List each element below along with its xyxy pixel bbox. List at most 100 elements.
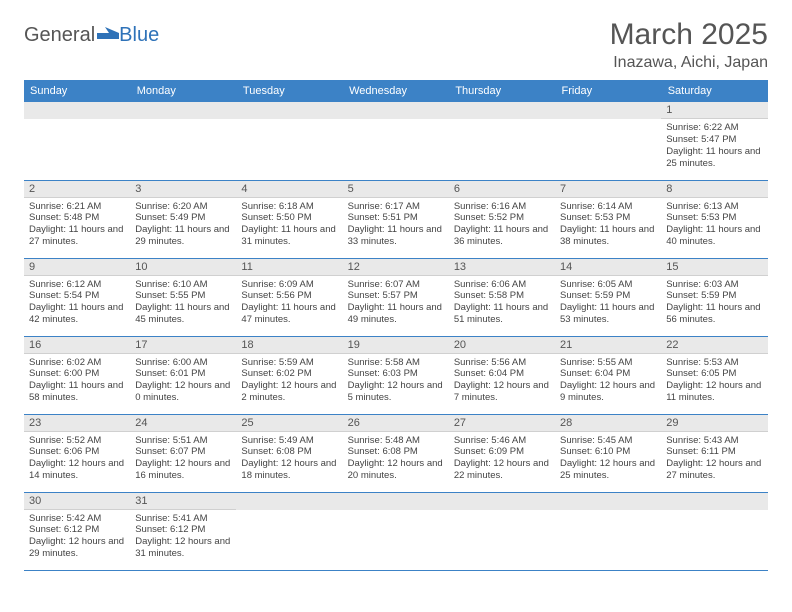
day-cell: 3Sunrise: 6:20 AMSunset: 5:49 PMDaylight… [130, 180, 236, 258]
day-details: Sunrise: 6:22 AMSunset: 5:47 PMDaylight:… [661, 119, 767, 174]
col-monday: Monday [130, 80, 236, 102]
col-saturday: Saturday [661, 80, 767, 102]
sunrise-text: Sunrise: 5:58 AM [348, 357, 444, 369]
sunrise-text: Sunrise: 5:41 AM [135, 513, 231, 525]
day-number: 2 [24, 181, 130, 198]
day-details: Sunrise: 5:42 AMSunset: 6:12 PMDaylight:… [24, 510, 130, 565]
day-number: 26 [343, 415, 449, 432]
day-number: 19 [343, 337, 449, 354]
calendar-table: Sunday Monday Tuesday Wednesday Thursday… [24, 80, 768, 571]
day-cell: 12Sunrise: 6:07 AMSunset: 5:57 PMDayligh… [343, 258, 449, 336]
col-wednesday: Wednesday [343, 80, 449, 102]
day-cell: 9Sunrise: 6:12 AMSunset: 5:54 PMDaylight… [24, 258, 130, 336]
day-cell [343, 492, 449, 570]
daylight-text: Daylight: 11 hours and 36 minutes. [454, 224, 550, 248]
sunrise-text: Sunrise: 6:16 AM [454, 201, 550, 213]
sunset-text: Sunset: 5:59 PM [666, 290, 762, 302]
day-number: 30 [24, 493, 130, 510]
day-number: 20 [449, 337, 555, 354]
day-details: Sunrise: 6:03 AMSunset: 5:59 PMDaylight:… [661, 276, 767, 331]
day-details: Sunrise: 5:46 AMSunset: 6:09 PMDaylight:… [449, 432, 555, 487]
sunrise-text: Sunrise: 6:03 AM [666, 279, 762, 291]
day-cell: 6Sunrise: 6:16 AMSunset: 5:52 PMDaylight… [449, 180, 555, 258]
day-cell [449, 492, 555, 570]
day-details: Sunrise: 5:41 AMSunset: 6:12 PMDaylight:… [130, 510, 236, 565]
sunset-text: Sunset: 6:12 PM [29, 524, 125, 536]
day-cell: 25Sunrise: 5:49 AMSunset: 6:08 PMDayligh… [236, 414, 342, 492]
sunrise-text: Sunrise: 5:55 AM [560, 357, 656, 369]
day-cell [555, 492, 661, 570]
empty-day-head [555, 102, 661, 119]
daylight-text: Daylight: 12 hours and 9 minutes. [560, 380, 656, 404]
day-details: Sunrise: 5:43 AMSunset: 6:11 PMDaylight:… [661, 432, 767, 487]
day-number: 14 [555, 259, 661, 276]
week-row: 16Sunrise: 6:02 AMSunset: 6:00 PMDayligh… [24, 336, 768, 414]
day-details: Sunrise: 6:00 AMSunset: 6:01 PMDaylight:… [130, 354, 236, 409]
daylight-text: Daylight: 11 hours and 56 minutes. [666, 302, 762, 326]
title-block: March 2025 Inazawa, Aichi, Japan [610, 18, 768, 72]
day-details: Sunrise: 5:53 AMSunset: 6:05 PMDaylight:… [661, 354, 767, 409]
day-cell: 31Sunrise: 5:41 AMSunset: 6:12 PMDayligh… [130, 492, 236, 570]
day-cell [236, 102, 342, 180]
sunset-text: Sunset: 6:05 PM [666, 368, 762, 380]
day-details: Sunrise: 5:56 AMSunset: 6:04 PMDaylight:… [449, 354, 555, 409]
empty-day-head [661, 493, 767, 510]
sunrise-text: Sunrise: 6:20 AM [135, 201, 231, 213]
daylight-text: Daylight: 11 hours and 51 minutes. [454, 302, 550, 326]
day-number: 11 [236, 259, 342, 276]
day-number: 3 [130, 181, 236, 198]
day-cell [555, 102, 661, 180]
day-cell: 30Sunrise: 5:42 AMSunset: 6:12 PMDayligh… [24, 492, 130, 570]
day-cell: 23Sunrise: 5:52 AMSunset: 6:06 PMDayligh… [24, 414, 130, 492]
day-details: Sunrise: 5:45 AMSunset: 6:10 PMDaylight:… [555, 432, 661, 487]
sunrise-text: Sunrise: 6:00 AM [135, 357, 231, 369]
day-header-row: Sunday Monday Tuesday Wednesday Thursday… [24, 80, 768, 102]
daylight-text: Daylight: 11 hours and 38 minutes. [560, 224, 656, 248]
sunset-text: Sunset: 6:00 PM [29, 368, 125, 380]
day-cell: 7Sunrise: 6:14 AMSunset: 5:53 PMDaylight… [555, 180, 661, 258]
sunset-text: Sunset: 5:54 PM [29, 290, 125, 302]
day-details: Sunrise: 6:16 AMSunset: 5:52 PMDaylight:… [449, 198, 555, 253]
week-row: 30Sunrise: 5:42 AMSunset: 6:12 PMDayligh… [24, 492, 768, 570]
day-details: Sunrise: 5:52 AMSunset: 6:06 PMDaylight:… [24, 432, 130, 487]
sunset-text: Sunset: 5:52 PM [454, 212, 550, 224]
sunset-text: Sunset: 5:58 PM [454, 290, 550, 302]
day-number: 8 [661, 181, 767, 198]
daylight-text: Daylight: 11 hours and 40 minutes. [666, 224, 762, 248]
day-details: Sunrise: 6:20 AMSunset: 5:49 PMDaylight:… [130, 198, 236, 253]
page-header: General Blue March 2025 Inazawa, Aichi, … [24, 18, 768, 72]
day-cell: 15Sunrise: 6:03 AMSunset: 5:59 PMDayligh… [661, 258, 767, 336]
daylight-text: Daylight: 11 hours and 25 minutes. [666, 146, 762, 170]
sunrise-text: Sunrise: 6:05 AM [560, 279, 656, 291]
daylight-text: Daylight: 12 hours and 25 minutes. [560, 458, 656, 482]
day-number: 6 [449, 181, 555, 198]
day-cell: 11Sunrise: 6:09 AMSunset: 5:56 PMDayligh… [236, 258, 342, 336]
sunset-text: Sunset: 6:04 PM [560, 368, 656, 380]
daylight-text: Daylight: 11 hours and 27 minutes. [29, 224, 125, 248]
sunrise-text: Sunrise: 5:48 AM [348, 435, 444, 447]
empty-day-head [343, 102, 449, 119]
sunset-text: Sunset: 5:48 PM [29, 212, 125, 224]
day-cell: 21Sunrise: 5:55 AMSunset: 6:04 PMDayligh… [555, 336, 661, 414]
sunset-text: Sunset: 6:02 PM [241, 368, 337, 380]
col-tuesday: Tuesday [236, 80, 342, 102]
col-thursday: Thursday [449, 80, 555, 102]
day-number: 27 [449, 415, 555, 432]
sunset-text: Sunset: 6:08 PM [241, 446, 337, 458]
daylight-text: Daylight: 11 hours and 42 minutes. [29, 302, 125, 326]
day-number: 7 [555, 181, 661, 198]
daylight-text: Daylight: 11 hours and 47 minutes. [241, 302, 337, 326]
sunrise-text: Sunrise: 5:45 AM [560, 435, 656, 447]
sunset-text: Sunset: 6:07 PM [135, 446, 231, 458]
day-number: 31 [130, 493, 236, 510]
day-number: 22 [661, 337, 767, 354]
logo: General Blue [24, 24, 159, 47]
day-number: 18 [236, 337, 342, 354]
week-row: 9Sunrise: 6:12 AMSunset: 5:54 PMDaylight… [24, 258, 768, 336]
sunset-text: Sunset: 6:09 PM [454, 446, 550, 458]
daylight-text: Daylight: 12 hours and 31 minutes. [135, 536, 231, 560]
flag-icon [97, 25, 119, 39]
sunrise-text: Sunrise: 6:18 AM [241, 201, 337, 213]
day-number: 15 [661, 259, 767, 276]
day-number: 28 [555, 415, 661, 432]
